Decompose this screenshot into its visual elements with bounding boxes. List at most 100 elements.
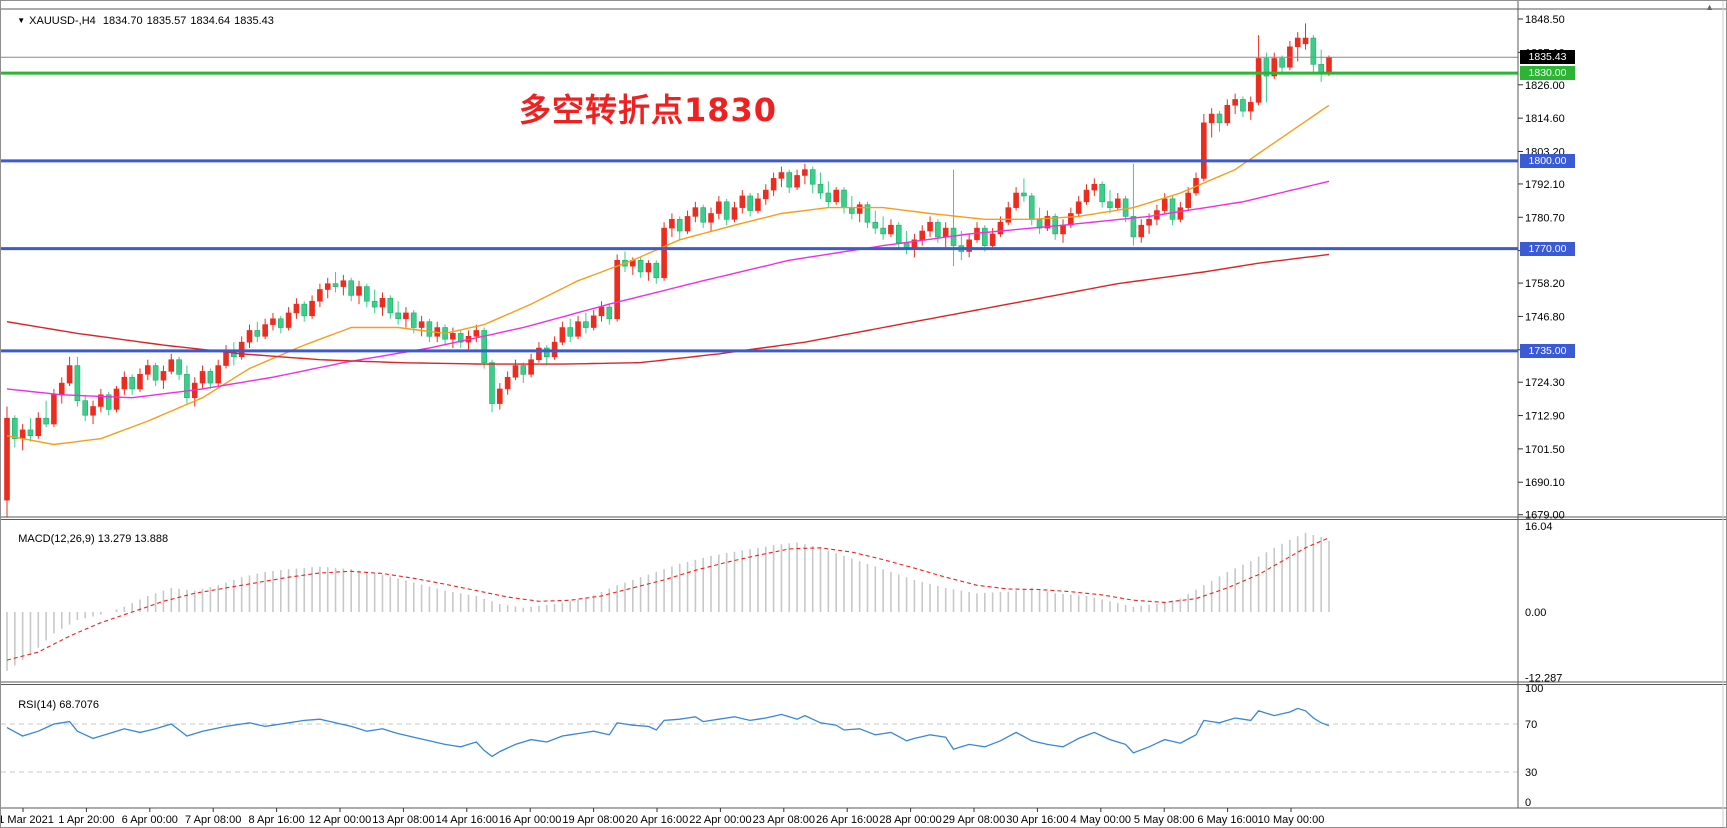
candle-body [1091, 183, 1098, 191]
candle-body [51, 394, 57, 425]
rsi-tick-label: 100 [1525, 683, 1543, 695]
level-1800-badge: 1800.00 [1520, 154, 1575, 168]
candle-body [559, 327, 566, 343]
candle-body [254, 330, 261, 337]
candle-body [1201, 122, 1207, 179]
macd-label: MACD(12,26,9) [18, 533, 95, 545]
candle-body [27, 429, 34, 437]
time-label: 12 Apr 00:00 [309, 814, 371, 826]
candle-body [324, 283, 331, 290]
symbol-label: XAUUSD-,H4 [29, 15, 96, 27]
candle-body [168, 359, 175, 372]
time-label: 20 Apr 16:00 [626, 814, 688, 826]
candle-body [598, 306, 605, 317]
time-label: 16 Apr 00:00 [499, 814, 561, 826]
price-tick-label: 1724.30 [1525, 377, 1565, 389]
candle-body [520, 365, 527, 375]
time-label: 14 Apr 16:00 [436, 814, 498, 826]
candle-body [1075, 201, 1082, 214]
candle-body [833, 189, 839, 203]
candle-body [708, 213, 714, 223]
candle-body [786, 172, 793, 188]
candle-body [129, 376, 135, 390]
candle-body [1185, 192, 1191, 208]
candle-body [927, 221, 933, 232]
price-tick-label: 1701.50 [1525, 444, 1565, 456]
candle-body [567, 327, 574, 337]
fast-ma-orange [6, 104, 1330, 446]
candle-body [82, 400, 89, 416]
candle-body [661, 227, 667, 279]
time-label: 4 May 00:00 [1071, 814, 1132, 826]
candle-body [410, 312, 417, 328]
candle-body [121, 376, 128, 390]
candle-body [637, 259, 644, 273]
time-label: 5 May 08:00 [1134, 814, 1195, 826]
time-label: 13 Apr 08:00 [372, 814, 434, 826]
candle-body [1302, 37, 1309, 45]
candle-body [888, 224, 894, 235]
price-tick-label: 1679.00 [1525, 510, 1565, 522]
candle-body [700, 207, 707, 223]
candle-body [293, 303, 300, 314]
candle-body [794, 175, 800, 188]
candle-body [512, 365, 519, 378]
candle-body [1161, 198, 1168, 211]
candle-body [489, 362, 495, 404]
candle-body [262, 324, 268, 337]
candle-body [762, 189, 769, 200]
time-label: 1 Apr 20:00 [58, 814, 114, 826]
candle-body [1083, 189, 1090, 203]
collapse-icon[interactable]: ▼ [17, 16, 26, 25]
candle-body [1255, 58, 1262, 103]
candle-body [739, 195, 746, 208]
bar-open-value: 1834.70 [102, 15, 143, 27]
candle-body [481, 330, 487, 363]
candle-body [825, 192, 832, 203]
candle-body [1177, 207, 1184, 220]
current-price-line-badge: 1835.43 [1520, 50, 1575, 64]
candle-body [207, 371, 214, 384]
candle-body [450, 333, 456, 340]
macd-tick-label: 0.00 [1525, 607, 1546, 619]
candle-body [989, 233, 996, 246]
scroll-to-end-icon[interactable]: ▲ [1705, 2, 1714, 12]
price-tick-label: 1792.10 [1525, 179, 1565, 191]
candle-body [1232, 99, 1238, 106]
candle-body [1279, 58, 1285, 68]
candle-body [1044, 216, 1051, 229]
candle-body [1005, 207, 1012, 223]
candle-body [1263, 58, 1270, 77]
candle-body [277, 318, 284, 328]
time-label: 22 Apr 00:00 [689, 814, 751, 826]
candle-body [669, 219, 675, 229]
candle-body [1122, 198, 1129, 217]
candle-body [74, 365, 81, 401]
candle-body [199, 371, 206, 384]
candle-body [160, 371, 167, 381]
candle-body [856, 204, 863, 214]
candle-body [614, 259, 620, 320]
candle-body [379, 297, 386, 308]
price-tick-label: 1814.60 [1525, 113, 1565, 125]
candle-body [1247, 102, 1254, 112]
time-label: 23 Apr 08:00 [753, 814, 815, 826]
candle-body [1240, 99, 1246, 112]
candle-body [676, 219, 683, 232]
candle-body [966, 239, 972, 252]
candle-body [301, 303, 308, 317]
candle-body [137, 374, 143, 390]
level-1830-badge: 1830.00 [1520, 66, 1575, 80]
bar-close-value: 1835.43 [234, 15, 274, 27]
candle-body [340, 280, 347, 287]
candle-body [317, 289, 323, 302]
candle-body [716, 201, 722, 214]
candle-body [935, 221, 941, 238]
symbol-info-bar[interactable]: ▼ XAUUSD-,H4 1834.70 1835.57 1834.64 1835.43 [5, 3, 278, 39]
candle-body [841, 189, 847, 208]
candle-body [246, 330, 253, 343]
time-label: 26 Apr 16:00 [816, 814, 878, 826]
candle-body [90, 406, 96, 416]
